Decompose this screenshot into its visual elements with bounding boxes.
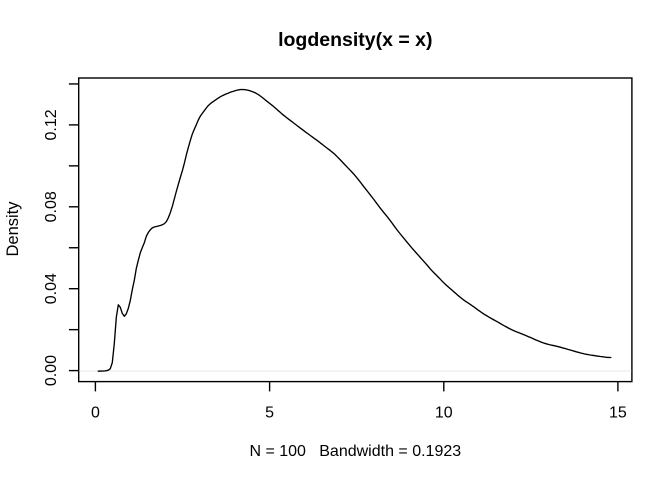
svg-text:0.00: 0.00 bbox=[43, 355, 60, 386]
svg-text:5: 5 bbox=[265, 404, 274, 421]
svg-text:Density: Density bbox=[4, 201, 22, 257]
svg-text:0: 0 bbox=[91, 404, 100, 421]
svg-text:N = 100 Bandwidth = 0.1923: N = 100 Bandwidth = 0.1923 bbox=[249, 443, 461, 460]
svg-text:0.12: 0.12 bbox=[43, 109, 60, 140]
svg-text:0.08: 0.08 bbox=[43, 191, 60, 222]
svg-text:10: 10 bbox=[435, 404, 453, 421]
svg-text:logdensity(x = x): logdensity(x = x) bbox=[278, 29, 432, 51]
svg-text:15: 15 bbox=[609, 404, 627, 421]
svg-text:0.04: 0.04 bbox=[43, 273, 60, 304]
